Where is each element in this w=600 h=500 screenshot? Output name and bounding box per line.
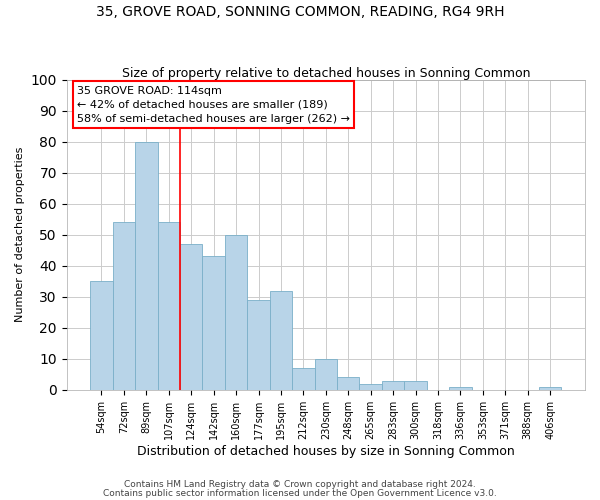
Text: 35, GROVE ROAD, SONNING COMMON, READING, RG4 9RH: 35, GROVE ROAD, SONNING COMMON, READING,… (96, 5, 504, 19)
Bar (247, 300, 270, 390)
Y-axis label: Number of detached properties: Number of detached properties (15, 147, 25, 322)
Bar (225, 234, 247, 390)
Bar (314, 359, 337, 390)
Bar (359, 384, 382, 390)
Bar (404, 380, 427, 390)
Text: Contains public sector information licensed under the Open Government Licence v3: Contains public sector information licen… (103, 490, 497, 498)
Bar (539, 386, 562, 390)
X-axis label: Distribution of detached houses by size in Sonning Common: Distribution of detached houses by size … (137, 444, 515, 458)
Bar (113, 222, 135, 390)
Bar (90, 281, 113, 390)
Bar (180, 244, 202, 390)
Text: 35 GROVE ROAD: 114sqm
← 42% of detached houses are smaller (189)
58% of semi-det: 35 GROVE ROAD: 114sqm ← 42% of detached … (77, 86, 350, 124)
Bar (337, 378, 359, 390)
Bar (135, 142, 158, 390)
Text: Contains HM Land Registry data © Crown copyright and database right 2024.: Contains HM Land Registry data © Crown c… (124, 480, 476, 489)
Bar (382, 380, 404, 390)
Title: Size of property relative to detached houses in Sonning Common: Size of property relative to detached ho… (122, 66, 530, 80)
Bar (292, 368, 314, 390)
Bar (202, 256, 225, 390)
Bar (158, 222, 180, 390)
Bar (449, 386, 472, 390)
Bar (270, 290, 292, 390)
